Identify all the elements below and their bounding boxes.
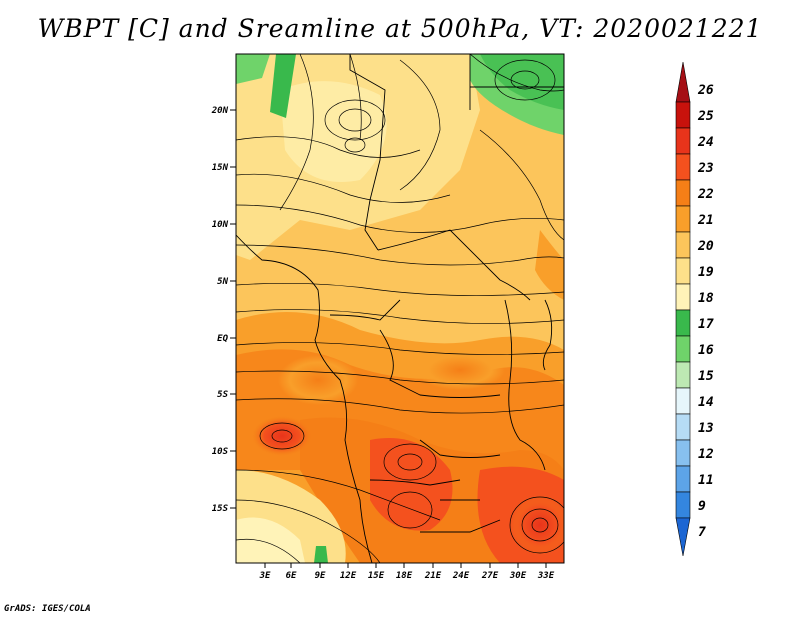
colorbar-label: 7 — [698, 525, 706, 540]
colorbar-swatch — [675, 517, 691, 557]
colorbar-label: 25 — [697, 109, 714, 124]
colorbar-swatch — [675, 309, 691, 337]
colorbar-swatch — [675, 439, 691, 467]
lon-label-6e: 6E — [286, 571, 297, 581]
colorbar-swatch — [675, 179, 691, 207]
map-title: WBPT [C] and Sreamline at 500hPa, VT: 20… — [37, 14, 763, 43]
colorbar-label: 21 — [697, 213, 714, 228]
lat-labels: 20N 15N 10N 5N EQ 5S 10S 15S — [211, 106, 229, 514]
colorbar-swatch — [675, 101, 691, 129]
colorbar-label: 15 — [698, 369, 714, 384]
colorbar-label: 18 — [698, 291, 714, 306]
colorbar-swatch — [675, 205, 691, 233]
colorbar-label: 14 — [698, 395, 714, 410]
lon-label-27e: 27E — [481, 571, 499, 581]
colorbar-label: 20 — [697, 239, 714, 254]
streamlines — [236, 54, 564, 563]
country-borders — [236, 54, 564, 563]
colorbar-swatch — [675, 413, 691, 441]
colorbar-swatch — [675, 231, 691, 259]
colorbar-label: 16 — [698, 343, 714, 358]
lat-label-15s: 15S — [212, 504, 229, 514]
map-frame — [235, 53, 565, 564]
lon-label-24e: 24E — [452, 571, 470, 581]
lon-label-33e: 33E — [537, 571, 555, 581]
lon-label-3e: 3E — [259, 571, 271, 581]
colorbar-swatch — [675, 465, 691, 493]
colorbar-swatch — [675, 361, 691, 389]
colorbar-swatch — [675, 153, 691, 181]
colorbar-label: 17 — [698, 317, 714, 332]
colorbar-label: 22 — [697, 187, 714, 202]
lon-axis — [264, 563, 547, 568]
colorbar-label: 13 — [698, 421, 714, 436]
lat-axis — [230, 109, 236, 509]
lon-labels: 3E 6E 9E 12E 15E 18E 21E 24E 27E 30E 33E — [259, 571, 555, 581]
colorbar-label: 23 — [697, 161, 714, 176]
lat-label-15n: 15N — [212, 163, 229, 173]
lat-label-10n: 10N — [212, 220, 229, 230]
lat-label-20n: 20N — [211, 106, 229, 116]
colorbar-swatch — [675, 387, 691, 415]
lon-label-12e: 12E — [340, 571, 357, 581]
colorbar-swatch — [675, 283, 691, 311]
colorbar-swatch — [675, 257, 691, 285]
colorbar-swatch — [675, 61, 691, 103]
colorbar-label: 9 — [698, 499, 706, 514]
wbpt-field — [236, 54, 564, 563]
lon-label-9e: 9E — [315, 571, 326, 581]
colorbar-swatch — [675, 127, 691, 155]
lat-label-eq: EQ — [217, 334, 228, 344]
colorbar: 26 25 24 23 22 21 20 19 18 17 16 15 14 13 12 11 9 7 — [675, 61, 714, 557]
lon-label-15e: 15E — [368, 571, 385, 581]
colorbar-label: 26 — [697, 83, 714, 98]
colorbar-swatch — [675, 335, 691, 363]
lon-label-21e: 21E — [424, 571, 442, 581]
colorbar-label: 12 — [698, 447, 714, 462]
colorbar-label: 24 — [697, 135, 714, 150]
colorbar-label: 11 — [698, 473, 714, 488]
lat-label-5s: 5S — [217, 390, 228, 400]
lon-label-18e: 18E — [396, 571, 413, 581]
colorbar-label: 19 — [698, 265, 714, 280]
lon-label-30e: 30E — [509, 571, 527, 581]
lat-label-5n: 5N — [217, 277, 228, 287]
grads-credit: GrADS: IGES/COLA — [4, 604, 91, 614]
lat-label-10s: 10S — [212, 447, 229, 457]
colorbar-swatch — [675, 491, 691, 519]
